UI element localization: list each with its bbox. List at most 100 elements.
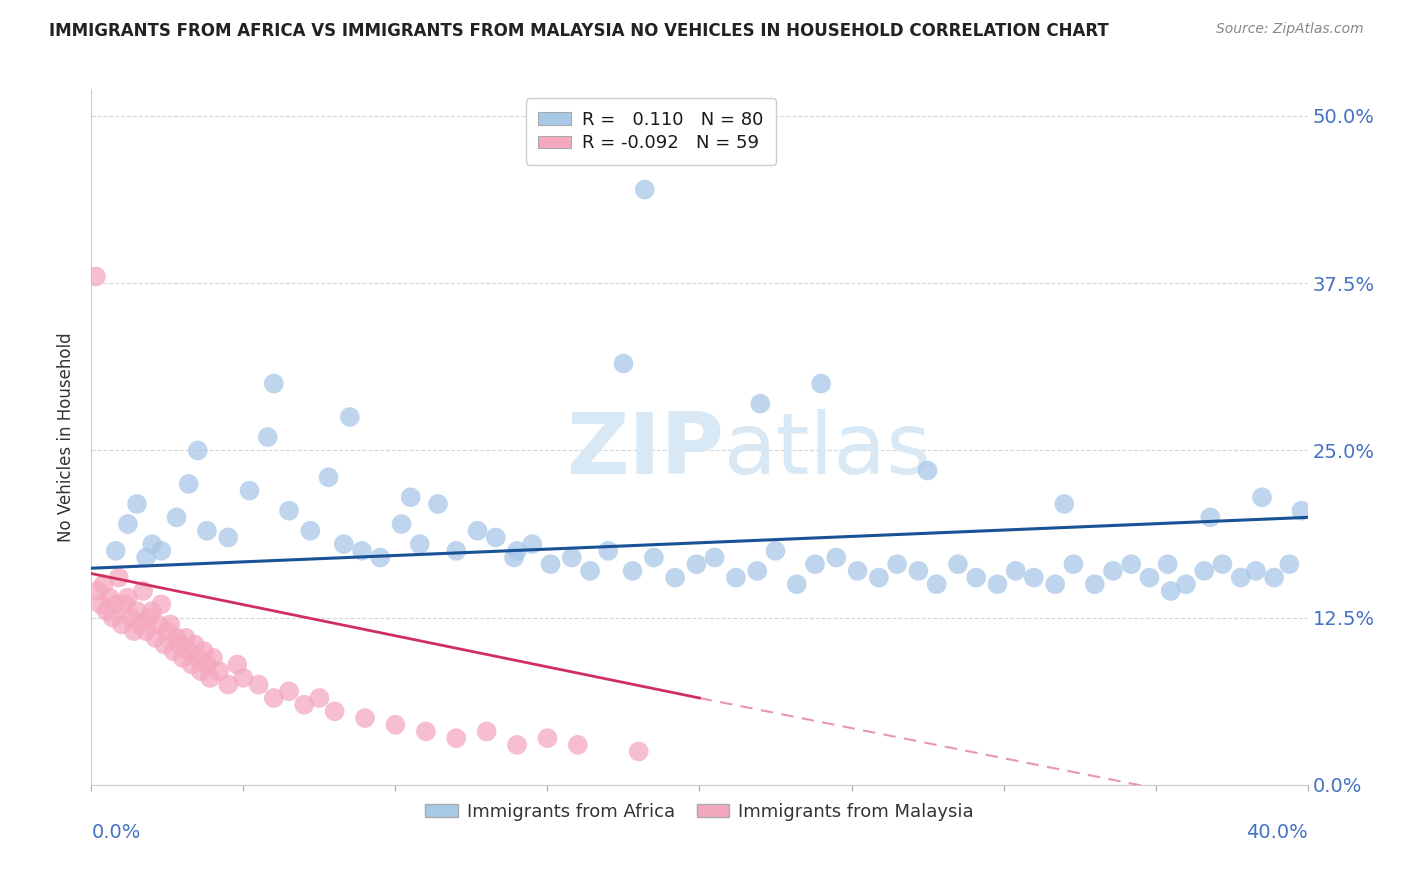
Point [765, 543, 787, 558]
Point [1278, 557, 1301, 571]
Point [1244, 564, 1267, 578]
Point [810, 376, 832, 391]
Point [917, 464, 939, 478]
Point [238, 483, 260, 498]
Point [117, 516, 139, 531]
Point [84, 269, 107, 284]
Point [1004, 564, 1026, 578]
Point [598, 543, 620, 558]
Point [184, 637, 207, 651]
Point [685, 557, 707, 571]
Point [368, 550, 391, 565]
Point [1121, 557, 1143, 571]
Point [724, 571, 747, 585]
Point [786, 577, 808, 591]
Point [150, 543, 173, 558]
Point [467, 524, 489, 538]
Point [907, 564, 929, 578]
Point [256, 430, 278, 444]
Point [263, 690, 285, 705]
Point [190, 664, 212, 678]
Point [278, 684, 301, 698]
Point [166, 510, 188, 524]
Point [177, 476, 200, 491]
Point [612, 356, 634, 370]
Point [89, 598, 111, 612]
Point [122, 624, 145, 639]
Point [217, 678, 239, 692]
Point [621, 564, 644, 578]
Point [292, 698, 315, 712]
Point [247, 678, 270, 692]
Point [946, 557, 969, 571]
Point [117, 591, 139, 605]
Point [299, 524, 322, 538]
Point [1157, 557, 1180, 571]
Point [540, 557, 562, 571]
Point [444, 543, 467, 558]
Point [162, 644, 184, 658]
Point [1229, 571, 1251, 585]
Text: IMMIGRANTS FROM AFRICA VS IMMIGRANTS FROM MALAYSIA NO VEHICLES IN HOUSEHOLD CORR: IMMIGRANTS FROM AFRICA VS IMMIGRANTS FRO… [49, 22, 1109, 40]
Point [177, 644, 200, 658]
Point [148, 617, 170, 632]
Point [1211, 557, 1233, 571]
Point [93, 577, 115, 591]
Point [1102, 564, 1125, 578]
Point [323, 705, 346, 719]
Point [747, 564, 769, 578]
Point [1175, 577, 1198, 591]
Point [506, 738, 529, 752]
Point [101, 610, 124, 624]
Point [135, 550, 157, 565]
Text: atlas: atlas [724, 409, 932, 492]
Point [104, 598, 127, 612]
Point [703, 550, 725, 565]
Point [749, 396, 772, 410]
Point [1022, 571, 1045, 585]
Point [193, 644, 215, 658]
Point [415, 724, 437, 739]
Point [536, 731, 558, 746]
Point [232, 671, 254, 685]
Point [141, 604, 163, 618]
Text: 40.0%: 40.0% [1246, 823, 1308, 842]
Point [169, 637, 191, 651]
Point [350, 543, 373, 558]
Point [399, 490, 422, 504]
Point [1045, 577, 1067, 591]
Y-axis label: No Vehicles in Household: No Vehicles in Household [58, 332, 76, 542]
Point [986, 577, 1008, 591]
Point [120, 610, 142, 624]
Point [104, 543, 127, 558]
Point [1062, 557, 1084, 571]
Point [1084, 577, 1107, 591]
Point [198, 671, 221, 685]
Point [475, 724, 498, 739]
Text: ZIP: ZIP [567, 409, 724, 492]
Legend: Immigrants from Africa, Immigrants from Malaysia: Immigrants from Africa, Immigrants from … [418, 796, 981, 828]
Text: Source: ZipAtlas.com: Source: ZipAtlas.com [1216, 22, 1364, 37]
Point [567, 738, 589, 752]
Point [159, 617, 181, 632]
Point [187, 443, 209, 458]
Point [339, 410, 361, 425]
Point [579, 564, 602, 578]
Point [195, 524, 218, 538]
Point [332, 537, 354, 551]
Point [886, 557, 908, 571]
Point [391, 516, 413, 531]
Point [143, 631, 166, 645]
Point [965, 571, 987, 585]
Point [129, 617, 152, 632]
Point [846, 564, 869, 578]
Point [138, 610, 160, 624]
Point [1291, 503, 1313, 517]
Point [153, 637, 176, 651]
Point [135, 624, 157, 639]
Point [107, 571, 129, 585]
Point [804, 557, 827, 571]
Point [634, 182, 657, 196]
Point [125, 604, 148, 618]
Point [202, 651, 225, 665]
